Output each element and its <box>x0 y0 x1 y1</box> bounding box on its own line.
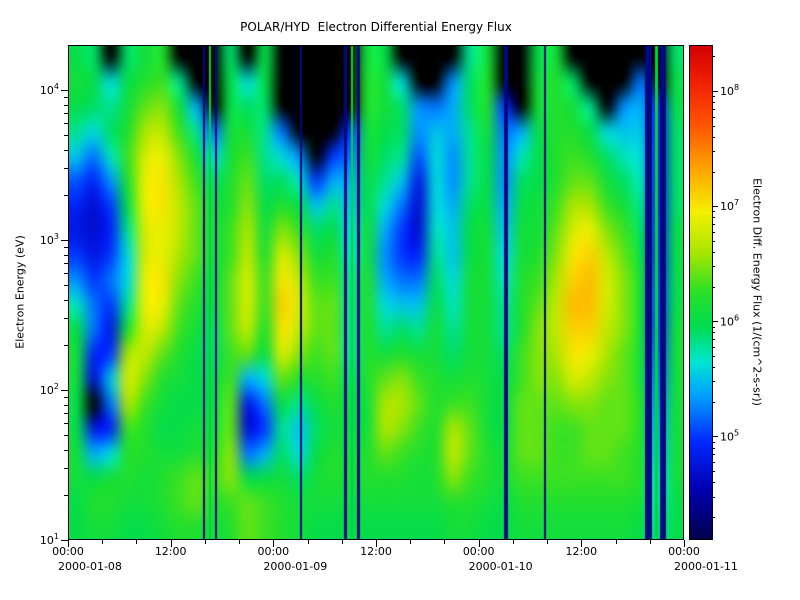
x-tick-time-label: 12:00 <box>155 545 187 558</box>
x-tick-time-label: 00:00 <box>257 545 289 558</box>
x-tick-time-label: 00:00 <box>668 545 700 558</box>
colorbar-label: Electron Diff. Energy Flux (1/(cm^2-s-sr… <box>750 178 764 406</box>
log-tick-label: 108 <box>720 83 739 98</box>
x-tick-date-label: 2000-01-11 <box>674 560 738 573</box>
log-tick-label: 103 <box>40 232 59 247</box>
x-tick-date-label: 2000-01-08 <box>58 560 122 573</box>
x-tick-time-label: 00:00 <box>52 545 84 558</box>
colorbar-gradient <box>690 45 712 540</box>
log-tick-label: 104 <box>40 82 59 97</box>
spectrogram-heatmap <box>68 45 684 540</box>
log-tick-label: 107 <box>720 198 739 213</box>
x-tick-time-label: 12:00 <box>360 545 392 558</box>
log-tick-label: 106 <box>720 313 739 328</box>
log-tick-label: 105 <box>720 428 739 443</box>
chart-title: POLAR/HYD Electron Differential Energy F… <box>240 20 512 34</box>
x-tick-date-label: 2000-01-10 <box>469 560 533 573</box>
x-tick-date-label: 2000-01-09 <box>263 560 327 573</box>
x-tick-time-label: 00:00 <box>463 545 495 558</box>
y-axis-label: Electron Energy (eV) <box>13 235 27 349</box>
log-tick-label: 102 <box>40 382 59 397</box>
x-tick-time-label: 12:00 <box>565 545 597 558</box>
log-tick-label: 101 <box>40 532 59 547</box>
